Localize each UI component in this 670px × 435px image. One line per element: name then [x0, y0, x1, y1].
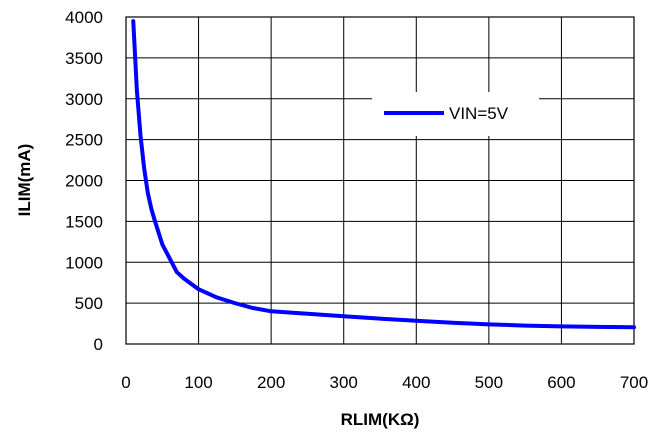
x-tick-label: 100 [184, 373, 212, 392]
plot-area-border [125, 16, 635, 345]
grid [125, 16, 635, 345]
y-axis-title: ILIM(mA) [15, 144, 34, 217]
x-tick-label: 0 [121, 373, 130, 392]
series-points [133, 20, 635, 328]
x-tick-label: 200 [257, 373, 285, 392]
y-tick-label: 3500 [65, 49, 103, 68]
x-tick-label: 300 [330, 373, 358, 392]
y-tick-label: 3000 [65, 90, 103, 109]
x-tick-label: 600 [547, 373, 575, 392]
x-tick-label: 700 [620, 373, 648, 392]
y-tick-label: 1500 [65, 212, 103, 231]
y-tick-label: 500 [75, 294, 103, 313]
y-tick-labels: 0 500 1000 1500 2000 2500 3000 3500 4000 [65, 8, 103, 354]
series-line-vin-5v [131, 19, 636, 330]
x-axis-title: RLIM(KΩ) [341, 410, 420, 429]
x-tick-label: 400 [402, 373, 430, 392]
legend: VIN=5V [372, 92, 539, 136]
y-tick-label: 2500 [65, 131, 103, 150]
y-tick-label: 2000 [65, 172, 103, 191]
y-tick-label: 0 [94, 335, 103, 354]
legend-label: VIN=5V [449, 104, 509, 123]
x-tick-label: 500 [475, 373, 503, 392]
y-tick-label: 4000 [65, 8, 103, 27]
y-tick-label: 1000 [65, 253, 103, 272]
x-tick-labels: 0 100 200 300 400 500 600 700 [121, 373, 648, 392]
